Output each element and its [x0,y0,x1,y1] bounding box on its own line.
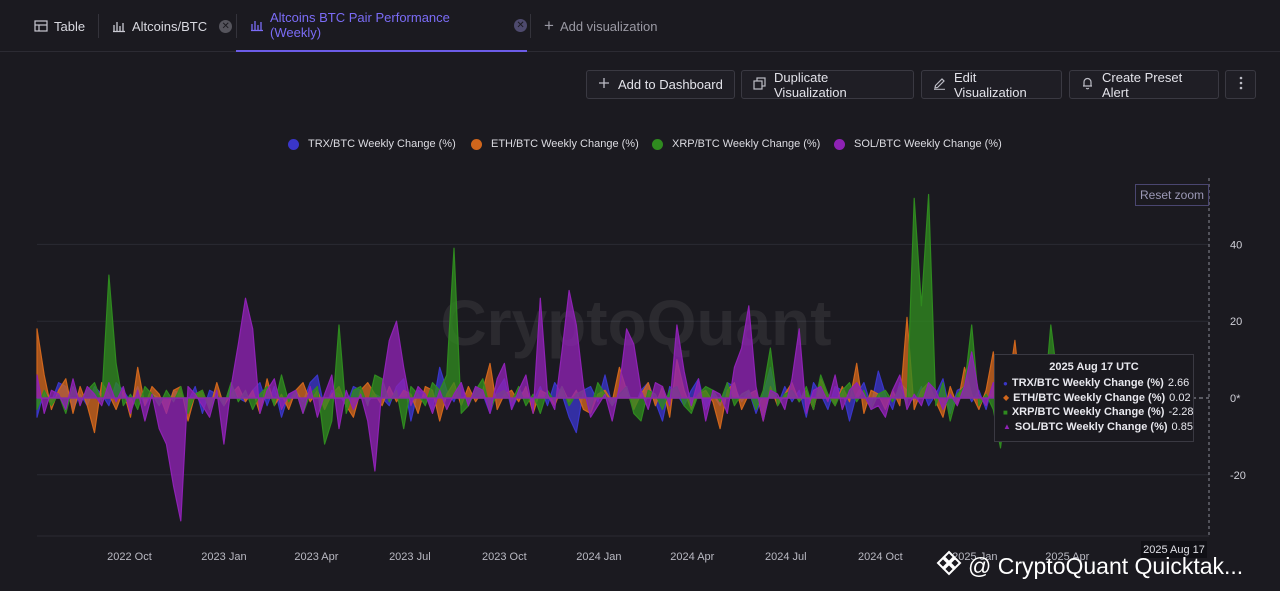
tab-divider [530,14,531,38]
duplicate-visualization-button[interactable]: Duplicate Visualization [741,69,914,100]
legend-swatch [288,138,299,150]
plus-icon [598,77,610,92]
x-tick-label: 2023 Oct [482,551,527,563]
chart-plot-area[interactable]: CryptoQuant 2022 Oct 2023 Jan 2023 Apr 2023… [0,170,1280,591]
table-icon [34,19,48,33]
close-tab-icon[interactable]: ✕ [219,19,233,33]
tooltip-label: XRP/BTC Weekly Change (%) [1011,406,1165,419]
add-visualization-label: Add visualization [559,18,658,34]
legend-item-sol[interactable]: SOL/BTC Weekly Change (%) [834,138,1002,150]
tooltip-value: -2.28 [1168,406,1194,419]
tooltip-title: 2025 Aug 17 UTC [1049,361,1139,373]
crosshair-x-label: 2025 Aug 17 [1141,541,1207,558]
tab-divider [98,14,99,38]
pencil-icon [933,77,946,93]
preset-alert-label: Create Preset Alert [1102,69,1183,100]
tab-divider [236,14,237,38]
square-marker-icon: ■ [1003,407,1008,417]
tooltip-label: TRX/BTC Weekly Change (%) [1011,377,1164,390]
y-tick-label: -20 [1230,470,1246,482]
x-tick-label: 2025 Apr [1045,551,1089,563]
plus-icon: + [544,16,554,35]
reset-zoom-button[interactable]: Reset zoom [1135,184,1209,206]
legend-label: TRX/BTC Weekly Change (%) [308,138,456,150]
legend-item-eth[interactable]: ETH/BTC Weekly Change (%) [471,138,639,150]
tab-altcoins-btc-pair-performance[interactable]: Altcoins BTC Pair Performance (Weekly) ✕ [236,0,527,52]
add-visualization-button[interactable]: + Add visualization [544,0,658,52]
diamond-marker-icon: ◆ [1003,393,1010,403]
brand-overlay: @ CryptoQuant Quicktak... [936,550,1244,582]
add-to-dashboard-button[interactable]: Add to Dashboard [586,70,735,99]
tab-label: Table [54,18,86,34]
tab-bar: Table Altcoins/BTC ✕ Altcoins BTC Pair P… [0,0,1280,52]
series-area-sol [36,289,1066,522]
add-to-dashboard-label: Add to Dashboard [618,77,723,92]
y-tick-label: 0* [1230,393,1241,405]
legend-swatch [834,138,845,150]
tooltip-row-eth: ◆ ETH/BTC Weekly Change (%) 0.02 [1003,391,1191,406]
more-options-button[interactable] [1225,70,1256,99]
tooltip-value: 2.66 [1167,377,1190,390]
tab-label: Altcoins BTC Pair Performance (Weekly) [270,10,450,40]
y-tick-label: 40 [1230,239,1242,251]
x-tick-label: 2024 Jan [576,551,621,563]
tab-altcoins-btc[interactable]: Altcoins/BTC ✕ [112,0,233,52]
tooltip-value: 0.85 [1171,420,1193,433]
x-tick-label: 2023 Apr [294,551,338,563]
edit-visualization-button[interactable]: Edit Visualization [921,69,1062,100]
chart-tooltip: 2025 Aug 17 UTC ● TRX/BTC Weekly Change … [994,354,1194,442]
copy-icon [753,76,766,93]
tab-label: Altcoins/BTC [132,18,208,34]
tooltip-value: 0.02 [1169,391,1191,404]
legend-swatch [471,138,482,150]
duplicate-label: Duplicate Visualization [774,69,847,100]
circle-marker-icon: ● [1003,378,1008,388]
legend-item-trx[interactable]: TRX/BTC Weekly Change (%) [288,138,456,150]
x-tick-label: 2024 Oct [858,551,903,563]
chart-series [36,193,1081,522]
tooltip-row-xrp: ■ XRP/BTC Weekly Change (%) -2.28 [1003,405,1194,420]
chart-legend: TRX/BTC Weekly Change (%) ETH/BTC Weekly… [0,138,1280,156]
legend-label: SOL/BTC Weekly Change (%) [854,138,1002,150]
close-tab-icon[interactable]: ✕ [514,18,527,32]
watermark-text: CryptoQuant [440,287,831,359]
legend-label: XRP/BTC Weekly Change (%) [672,138,821,150]
x-tick-label: 2024 Jul [765,551,807,563]
x-tick-label: 2024 Apr [670,551,714,563]
legend-swatch [652,138,663,150]
x-tick-label: 2022 Oct [107,551,152,563]
legend-item-xrp[interactable]: XRP/BTC Weekly Change (%) [652,138,820,150]
vertical-dots-icon [1239,76,1243,93]
tab-table[interactable]: Table [34,0,85,52]
binance-diamond-icon [936,550,962,582]
edit-label: Edit Visualization [954,69,1027,100]
bar-chart-icon [112,19,126,33]
bell-icon [1081,76,1094,93]
x-tick-label: 2023 Jan [201,551,246,563]
y-axis: 40 20 0* -20 [1230,239,1246,481]
brand-overlay-text: @ CryptoQuant Quicktak... [968,552,1244,579]
legend-label: ETH/BTC Weekly Change (%) [491,138,639,150]
x-tick-label: 2025 Jan [952,551,997,563]
bar-chart-icon [250,18,264,32]
x-axis: 2022 Oct 2023 Jan 2023 Apr 2023 Jul 2023 Oct… [37,535,1209,563]
tooltip-label: ETH/BTC Weekly Change (%) [1013,391,1166,404]
y-tick-label: 20 [1230,316,1242,328]
x-tick-label: 2023 Jul [389,551,431,563]
tooltip-row-trx: ● TRX/BTC Weekly Change (%) 2.66 [1003,376,1189,391]
tooltip-label: SOL/BTC Weekly Change (%) [1014,420,1168,433]
create-preset-alert-button[interactable]: Create Preset Alert [1069,69,1219,100]
triangle-marker-icon: ▲ [1003,422,1011,432]
tooltip-row-sol: ▲ SOL/BTC Weekly Change (%) 0.85 [1003,420,1193,435]
